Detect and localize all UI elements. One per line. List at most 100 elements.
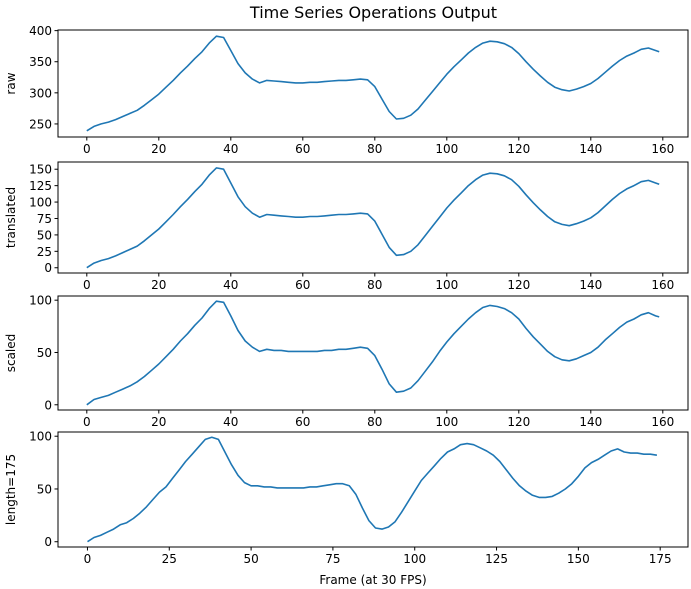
data-point (554, 86, 556, 88)
data-point (230, 182, 232, 184)
data-point (322, 485, 324, 487)
data-point (280, 215, 282, 217)
y-tick-label: 250 (29, 117, 52, 131)
data-point (446, 341, 448, 343)
data-point (114, 255, 116, 257)
data-point (568, 225, 570, 227)
data-point (230, 49, 232, 51)
data-point (554, 221, 556, 223)
data-point (568, 360, 570, 362)
x-axis-label: Frame (at 30 FPS) (319, 573, 426, 587)
x-tick-label: 160 (651, 415, 674, 429)
data-point (191, 453, 193, 455)
data-point (107, 394, 109, 396)
data-point (352, 79, 354, 81)
data-point (633, 52, 635, 54)
data-point (626, 321, 628, 323)
data-point (532, 202, 534, 204)
data-point (296, 487, 298, 489)
data-point (538, 496, 540, 498)
data-point (215, 35, 217, 37)
data-point (616, 448, 618, 450)
data-point (467, 184, 469, 186)
data-point (584, 467, 586, 469)
data-point (499, 460, 501, 462)
data-point (100, 123, 102, 125)
data-point (93, 262, 95, 264)
x-tick-label: 120 (507, 415, 530, 429)
data-point (309, 486, 311, 488)
y-tick-label: 50 (37, 346, 52, 360)
data-point (266, 79, 268, 81)
x-tick-label: 125 (485, 552, 508, 566)
data-point (172, 79, 174, 81)
data-point (93, 125, 95, 127)
data-point (129, 385, 131, 387)
data-point (194, 57, 196, 59)
data-point (453, 66, 455, 68)
data-point (431, 225, 433, 227)
data-point (597, 211, 599, 213)
data-point (112, 528, 114, 530)
data-point (474, 312, 476, 314)
data-point (539, 75, 541, 77)
x-tick-label: 40 (223, 142, 238, 156)
data-point (482, 306, 484, 308)
data-point (387, 526, 389, 528)
data-point (366, 79, 368, 81)
data-point (531, 494, 533, 496)
data-point (328, 484, 330, 486)
data-point (315, 486, 317, 488)
data-point (323, 215, 325, 217)
data-point (86, 404, 88, 406)
data-point (539, 343, 541, 345)
series-line (87, 436, 658, 543)
data-point (518, 52, 520, 54)
x-tick-label: 80 (367, 415, 382, 429)
data-point (222, 36, 224, 38)
data-point (136, 245, 138, 247)
data-point (287, 215, 289, 217)
data-point (352, 347, 354, 349)
y-tick-label: 50 (37, 482, 52, 496)
data-point (424, 234, 426, 236)
data-point (525, 490, 527, 492)
x-tick-label: 80 (367, 142, 382, 156)
data-point (316, 81, 318, 83)
x-tick-label: 0 (83, 415, 91, 429)
data-point (122, 388, 124, 390)
data-point (330, 349, 332, 351)
data-point (496, 41, 498, 43)
data-point (179, 340, 181, 342)
data-point (590, 82, 592, 84)
data-point (438, 216, 440, 218)
x-tick-label: 0 (83, 142, 91, 156)
data-point (244, 340, 246, 342)
data-point (410, 114, 412, 116)
y-tick-label: 150 (29, 163, 52, 177)
data-point (582, 354, 584, 356)
data-point (152, 498, 154, 500)
data-point (424, 99, 426, 101)
data-point (492, 454, 494, 456)
x-tick-label: 0 (84, 552, 92, 566)
data-point (496, 173, 498, 175)
data-point (446, 451, 448, 453)
data-point (143, 104, 145, 106)
data-point (273, 349, 275, 351)
data-point (590, 351, 592, 353)
data-point (194, 190, 196, 192)
data-point (374, 527, 376, 529)
data-point (132, 517, 134, 519)
data-point (633, 184, 635, 186)
data-point (335, 483, 337, 485)
x-tick-label: 20 (151, 278, 166, 292)
data-point (610, 450, 612, 452)
x-tick-label: 160 (651, 278, 674, 292)
x-tick-label: 140 (579, 415, 602, 429)
data-point (388, 383, 390, 385)
data-point (544, 496, 546, 498)
subplot-4: 0 25 50 75 100 125 150 175 0 50 100 length=175 Frame… (4, 430, 689, 587)
series-line (86, 300, 660, 406)
